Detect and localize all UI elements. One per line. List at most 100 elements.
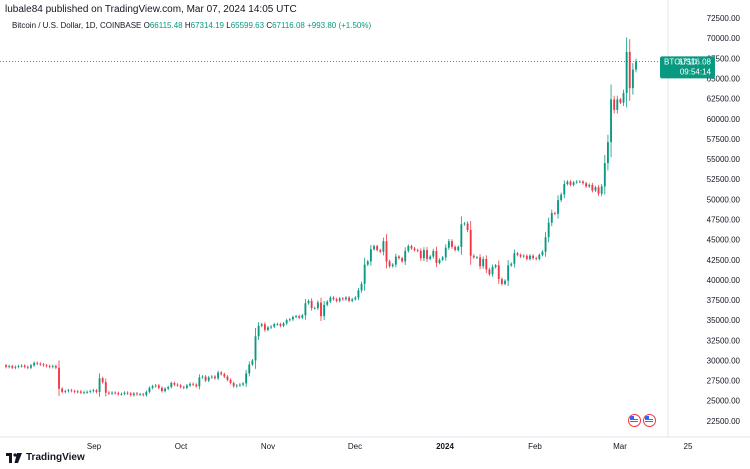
publish-info: lubale84 published on TradingView.com, M… xyxy=(5,4,297,15)
candle-down xyxy=(469,229,472,256)
candle-up xyxy=(217,372,220,379)
candle-down xyxy=(117,393,120,395)
candle-up xyxy=(288,319,291,321)
candle-up xyxy=(123,392,126,394)
candle-down xyxy=(585,183,588,187)
candle-down xyxy=(628,51,631,89)
candle-down xyxy=(341,298,344,300)
us-flag-event-icon[interactable] xyxy=(643,414,656,427)
candle-down xyxy=(485,258,488,270)
candle-up xyxy=(329,297,332,302)
candle-up xyxy=(295,316,297,317)
candle-up xyxy=(447,241,450,248)
candle-up xyxy=(238,384,241,386)
candle-up xyxy=(301,315,304,318)
candle-down xyxy=(379,250,382,252)
open-value: 66115.48 xyxy=(149,21,183,30)
y-tick-label: 32500.00 xyxy=(707,336,741,345)
candle-down xyxy=(279,324,282,326)
candle-down xyxy=(61,388,64,392)
footer-brand[interactable]: TradingView xyxy=(6,452,85,463)
candle-up xyxy=(92,390,95,392)
candle-up xyxy=(189,383,191,386)
y-tick-label: 62500.00 xyxy=(707,95,741,104)
candle-down xyxy=(410,246,413,249)
footer-brand-label: TradingView xyxy=(26,452,85,463)
candle-up xyxy=(404,250,407,262)
candle-down xyxy=(26,366,29,368)
candle-down xyxy=(488,269,491,275)
candle-up xyxy=(8,366,11,367)
candle-up xyxy=(394,256,397,265)
candle-up xyxy=(273,324,276,327)
y-tick-label: 30000.00 xyxy=(707,356,741,365)
low-value: 65599.63 xyxy=(230,21,265,30)
candle-down xyxy=(553,213,556,214)
candle-up xyxy=(76,391,79,393)
y-tick-label: 22500.00 xyxy=(707,417,741,426)
price-tag-box xyxy=(660,56,715,79)
us-flag-event-icon[interactable] xyxy=(628,414,641,427)
candle-down xyxy=(36,362,39,364)
y-tick-label: 57500.00 xyxy=(707,135,741,144)
candle-down xyxy=(613,99,616,110)
candle-down xyxy=(435,250,438,263)
candle-up xyxy=(441,257,444,260)
candle-up xyxy=(457,246,460,251)
y-tick-label: 60000.00 xyxy=(707,115,741,124)
candle-down xyxy=(569,181,572,185)
x-tick-label: Mar xyxy=(613,442,627,451)
candle-up xyxy=(572,182,575,185)
y-tick-label: 70000.00 xyxy=(707,34,741,43)
candle-down xyxy=(519,254,522,257)
candle-down xyxy=(388,261,391,267)
candle-down xyxy=(385,241,388,262)
candle-down xyxy=(157,385,160,388)
candle-down xyxy=(619,99,622,103)
candle-up xyxy=(391,264,394,267)
candle-up xyxy=(504,280,506,284)
candle-up xyxy=(625,51,628,93)
candle-up xyxy=(198,377,201,387)
candle-down xyxy=(335,299,338,301)
candle-up xyxy=(170,383,173,388)
candle-up xyxy=(316,302,319,309)
change-value: +993.80 (+1.50%) xyxy=(307,21,372,30)
candle-down xyxy=(454,246,457,251)
candle-up xyxy=(14,366,17,368)
candle-up xyxy=(210,376,213,378)
y-tick-label: 35000.00 xyxy=(707,316,741,325)
y-tick-label: 67500.00 xyxy=(707,54,741,63)
candle-down xyxy=(11,366,14,368)
y-axis: 72500.00 70000.00 67500.00 65000.00 62500.00… xyxy=(707,14,741,426)
y-tick-label: 50000.00 xyxy=(707,195,741,204)
y-tick-label: 65000.00 xyxy=(707,74,741,83)
candle-down xyxy=(176,384,179,386)
high-label: H xyxy=(184,21,191,30)
candle-up xyxy=(167,387,170,389)
symbol-description: Bitcoin / U.S. Dollar, 1D, COINBASE xyxy=(12,21,142,30)
y-tick-label: 72500.00 xyxy=(707,14,741,23)
candle-down xyxy=(126,392,129,394)
candle-up xyxy=(323,304,326,317)
candle-up xyxy=(600,186,603,194)
candle-up xyxy=(610,99,612,143)
candle-down xyxy=(54,366,57,368)
ohlc-legend: Bitcoin / U.S. Dollar, 1D, COINBASE O661… xyxy=(12,21,371,30)
candle-down xyxy=(416,250,419,251)
x-axis: Sep Oct Nov Dec 2024 Feb Mar 25 xyxy=(87,442,693,451)
candle-down xyxy=(101,378,104,383)
candle-down xyxy=(401,258,404,262)
candle-up xyxy=(86,391,89,393)
x-tick-label: Feb xyxy=(528,442,542,451)
open-label: O xyxy=(143,21,150,30)
candle-up xyxy=(432,250,435,257)
candle-down xyxy=(39,363,42,365)
candle-up xyxy=(151,386,154,388)
y-tick-label: 37500.00 xyxy=(707,296,741,305)
y-tick-label: 45000.00 xyxy=(707,236,741,245)
candle-up xyxy=(463,223,466,225)
candle-up xyxy=(529,255,531,259)
candle-down xyxy=(95,390,98,392)
